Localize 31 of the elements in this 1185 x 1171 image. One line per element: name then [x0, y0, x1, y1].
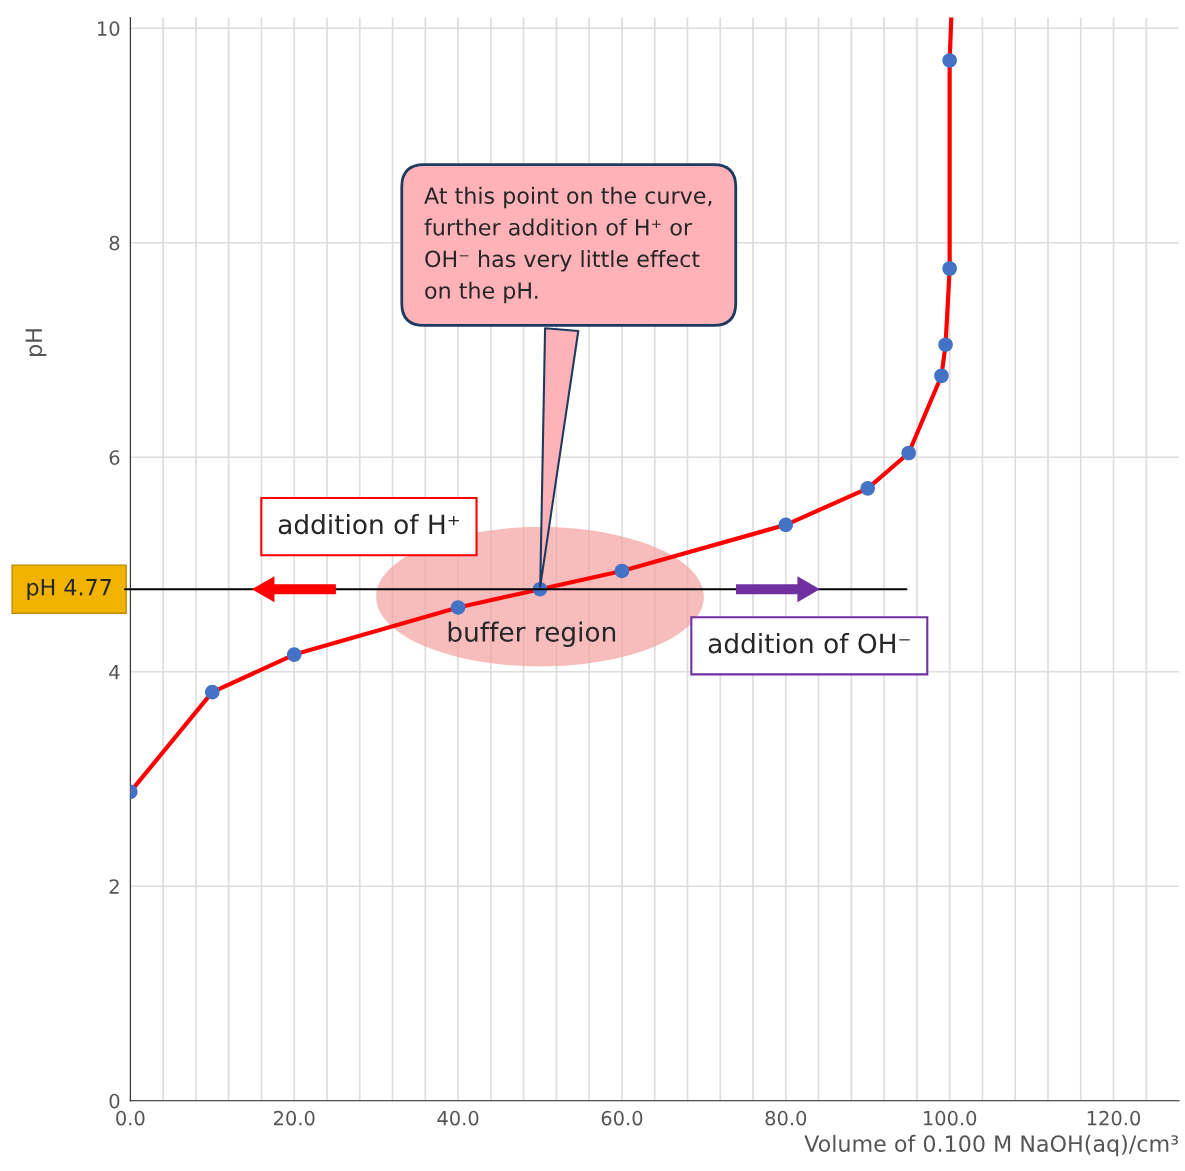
point	[614, 563, 630, 579]
point	[778, 517, 794, 533]
y-tick-label: 6	[109, 450, 120, 465]
y-tick-label: 4	[109, 664, 120, 680]
point	[860, 481, 876, 496]
point	[901, 445, 916, 461]
annotation: addition of OH⁻	[708, 633, 910, 654]
x-tick-label: 60.0	[601, 1110, 643, 1126]
x-tick-label: 80.0	[765, 1110, 807, 1126]
y-tick-label: 8	[109, 235, 120, 251]
point	[942, 53, 957, 68]
y-tick-label: 0	[109, 1093, 120, 1109]
point	[286, 647, 302, 662]
point	[938, 337, 953, 352]
annotation: addition of H⁺	[278, 513, 459, 535]
y-tick-label: 2	[109, 879, 119, 894]
annotation: buffer region	[448, 621, 616, 647]
point	[450, 600, 466, 615]
x-tick-label: 40.0	[437, 1110, 479, 1126]
x-tick-label: 120.0	[1087, 1110, 1141, 1126]
x-tick-label: 100.0	[923, 1110, 977, 1126]
y-tick-label: 10	[98, 21, 120, 36]
point	[942, 261, 957, 276]
point	[205, 684, 220, 700]
x-tick-label: 20.0	[273, 1110, 315, 1126]
point	[934, 368, 949, 384]
y-axis-title: pH	[25, 329, 47, 356]
x-tick-label: 0.0	[116, 1110, 145, 1126]
x-axis-title: Volume of 0.100 M NaOH(aq)/cm³	[804, 1134, 1178, 1157]
annotation: At this point on the curve, further addition of H⁺ or OH⁻ has very little effect on the pH.	[424, 186, 712, 304]
ref-line-label: pH 4.77	[27, 579, 111, 600]
